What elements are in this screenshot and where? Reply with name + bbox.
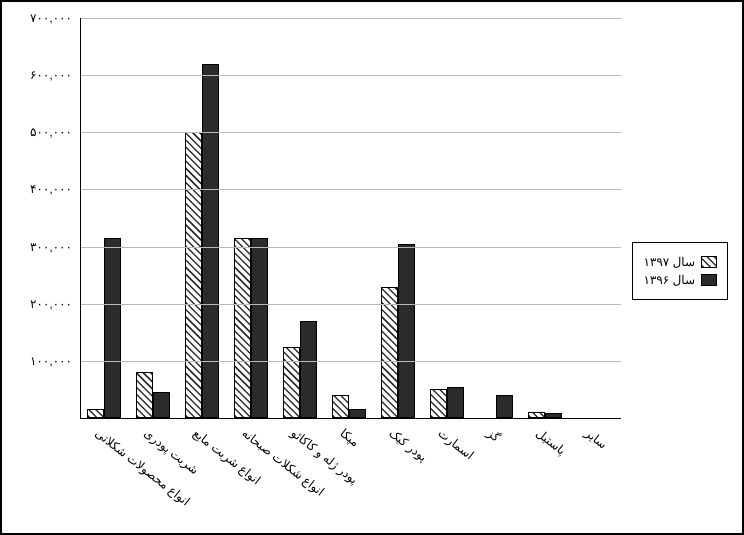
legend-label: سال ۱۳۹۷ xyxy=(643,255,695,269)
ytick-label: ۳۰۰,۰۰۰ xyxy=(2,240,72,254)
xtick-label: سایر xyxy=(582,426,609,452)
plot-area xyxy=(80,18,621,419)
bar-solid xyxy=(202,64,219,418)
bar-solid xyxy=(398,244,415,418)
bar-solid xyxy=(496,395,513,418)
ytick-label: ۱۰۰,۰۰۰ xyxy=(2,354,72,368)
bar-solid xyxy=(447,387,464,418)
ytick-label: ۷۰۰,۰۰۰ xyxy=(2,11,72,25)
legend-item-1397: سال ۱۳۹۷ xyxy=(643,255,717,269)
xtick-label: اسمارت xyxy=(435,426,476,462)
xtick-label: مپکا xyxy=(337,426,362,450)
bar-hatched xyxy=(430,389,447,418)
bar-hatched xyxy=(332,395,349,418)
gridline xyxy=(81,189,621,190)
ytick-label: ۶۰۰,۰۰۰ xyxy=(2,68,72,82)
gridline xyxy=(81,18,621,19)
bar-solid xyxy=(300,321,317,418)
bar-solid xyxy=(349,409,366,418)
legend: سال ۱۳۹۷ سال ۱۳۹۶ xyxy=(632,242,728,300)
bar-hatched xyxy=(87,409,104,418)
gridline xyxy=(81,75,621,76)
xtick-label: پودر کیک xyxy=(386,426,429,464)
gridline xyxy=(81,361,621,362)
xtick-label: انواع شکلات صبحانه xyxy=(239,426,327,499)
bars-layer xyxy=(81,18,621,418)
bar-hatched xyxy=(234,238,251,418)
chart-frame: سال ۱۳۹۷ سال ۱۳۹۶ ۱۰۰,۰۰۰ ۲۰۰,۰۰۰ ۳۰۰,۰۰۰ ۴… xyxy=(0,0,744,535)
legend-swatch-hatched xyxy=(701,256,717,268)
bar-hatched xyxy=(185,132,202,418)
xtick-label: گز xyxy=(484,426,502,445)
gridline xyxy=(81,132,621,133)
ytick-label: ۴۰۰,۰۰۰ xyxy=(2,182,72,196)
bar-hatched xyxy=(381,287,398,418)
ytick-label: ۵۰۰,۰۰۰ xyxy=(2,125,72,139)
xtick-label: پاستیل xyxy=(533,426,568,458)
bar-solid xyxy=(545,413,562,418)
bar-solid xyxy=(153,392,170,418)
gridline xyxy=(81,304,621,305)
legend-label: سال ۱۳۹۶ xyxy=(643,273,695,287)
ytick-label: ۲۰۰,۰۰۰ xyxy=(2,297,72,311)
bar-hatched xyxy=(528,412,545,418)
bar-solid xyxy=(104,238,121,418)
bar-hatched xyxy=(283,347,300,418)
legend-swatch-solid xyxy=(701,274,717,286)
legend-item-1396: سال ۱۳۹۶ xyxy=(643,273,717,287)
bar-solid xyxy=(251,238,268,418)
bar-hatched xyxy=(136,372,153,418)
gridline xyxy=(81,247,621,248)
